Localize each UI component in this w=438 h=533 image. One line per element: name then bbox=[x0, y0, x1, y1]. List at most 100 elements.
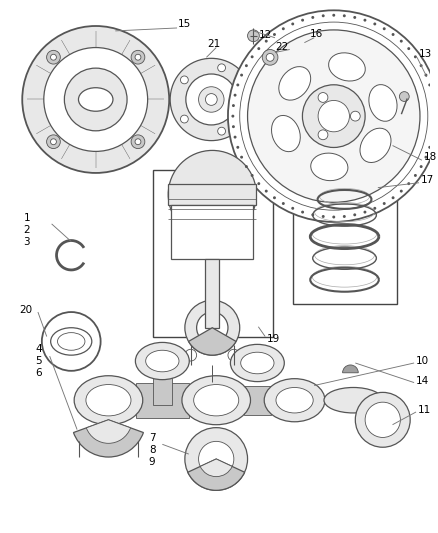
Circle shape bbox=[400, 190, 403, 192]
Text: 15: 15 bbox=[178, 19, 191, 29]
Circle shape bbox=[185, 300, 240, 355]
Circle shape bbox=[428, 84, 431, 86]
Bar bbox=[244, 385, 271, 415]
Text: 3: 3 bbox=[24, 237, 30, 247]
Circle shape bbox=[185, 349, 197, 361]
Circle shape bbox=[218, 64, 226, 72]
Circle shape bbox=[232, 104, 235, 107]
Circle shape bbox=[237, 84, 239, 86]
Circle shape bbox=[364, 19, 367, 22]
Circle shape bbox=[332, 215, 335, 219]
Wedge shape bbox=[86, 420, 131, 443]
Text: 5: 5 bbox=[35, 356, 42, 366]
Circle shape bbox=[273, 33, 276, 36]
Bar bbox=[293, 192, 397, 304]
Circle shape bbox=[232, 125, 235, 128]
Circle shape bbox=[433, 115, 436, 118]
Circle shape bbox=[257, 47, 260, 50]
Circle shape bbox=[135, 139, 141, 144]
Circle shape bbox=[265, 190, 268, 192]
Bar bbox=[152, 356, 172, 405]
Circle shape bbox=[135, 54, 141, 60]
Circle shape bbox=[392, 33, 395, 36]
Circle shape bbox=[420, 64, 423, 67]
Circle shape bbox=[208, 382, 217, 391]
Circle shape bbox=[241, 95, 248, 103]
Circle shape bbox=[233, 94, 237, 96]
Circle shape bbox=[291, 22, 294, 26]
Circle shape bbox=[373, 207, 376, 210]
Circle shape bbox=[392, 196, 395, 199]
Text: 11: 11 bbox=[418, 405, 431, 415]
Circle shape bbox=[350, 111, 360, 121]
Circle shape bbox=[414, 55, 417, 58]
Circle shape bbox=[291, 207, 294, 210]
Circle shape bbox=[400, 39, 403, 43]
Circle shape bbox=[50, 139, 57, 144]
Circle shape bbox=[407, 47, 410, 50]
Ellipse shape bbox=[324, 387, 383, 413]
Wedge shape bbox=[188, 459, 245, 490]
Circle shape bbox=[353, 213, 356, 216]
Circle shape bbox=[383, 27, 386, 30]
Circle shape bbox=[431, 135, 434, 139]
Circle shape bbox=[231, 115, 234, 118]
Text: 21: 21 bbox=[208, 38, 221, 49]
Circle shape bbox=[343, 14, 346, 17]
Circle shape bbox=[282, 27, 285, 30]
Circle shape bbox=[240, 74, 243, 77]
Circle shape bbox=[50, 54, 57, 60]
Ellipse shape bbox=[194, 384, 239, 416]
Circle shape bbox=[407, 182, 410, 185]
Ellipse shape bbox=[328, 53, 365, 81]
Circle shape bbox=[332, 14, 335, 17]
Circle shape bbox=[355, 392, 410, 447]
Circle shape bbox=[420, 165, 423, 168]
Circle shape bbox=[301, 211, 304, 214]
Text: 12: 12 bbox=[259, 30, 272, 40]
Bar bbox=[168, 184, 256, 205]
Circle shape bbox=[198, 441, 234, 477]
Circle shape bbox=[311, 16, 314, 19]
Text: 14: 14 bbox=[416, 376, 429, 386]
Text: 6: 6 bbox=[35, 368, 42, 378]
Circle shape bbox=[265, 39, 268, 43]
Ellipse shape bbox=[276, 387, 313, 413]
Circle shape bbox=[240, 22, 428, 210]
Circle shape bbox=[322, 14, 325, 17]
Circle shape bbox=[318, 130, 328, 140]
Circle shape bbox=[186, 74, 237, 125]
Circle shape bbox=[322, 215, 325, 218]
Circle shape bbox=[205, 94, 217, 106]
Circle shape bbox=[424, 74, 427, 77]
Circle shape bbox=[131, 135, 145, 149]
Circle shape bbox=[424, 156, 427, 159]
Ellipse shape bbox=[369, 85, 397, 122]
Ellipse shape bbox=[272, 116, 300, 152]
Text: 1: 1 bbox=[24, 213, 30, 223]
Circle shape bbox=[46, 135, 60, 149]
Bar bbox=[171, 205, 254, 259]
Text: 20: 20 bbox=[19, 305, 32, 315]
Circle shape bbox=[64, 68, 127, 131]
Ellipse shape bbox=[57, 333, 85, 350]
Circle shape bbox=[44, 47, 148, 151]
Ellipse shape bbox=[264, 378, 325, 422]
Text: 7: 7 bbox=[149, 433, 155, 443]
Circle shape bbox=[343, 215, 346, 218]
Circle shape bbox=[399, 92, 409, 101]
Wedge shape bbox=[343, 365, 358, 373]
Circle shape bbox=[251, 174, 254, 177]
Circle shape bbox=[383, 202, 386, 205]
Circle shape bbox=[198, 87, 224, 112]
Ellipse shape bbox=[241, 352, 274, 374]
Text: 9: 9 bbox=[149, 457, 155, 467]
Ellipse shape bbox=[182, 376, 251, 425]
Ellipse shape bbox=[146, 350, 179, 372]
Circle shape bbox=[233, 135, 237, 139]
Bar bbox=[205, 259, 219, 328]
Ellipse shape bbox=[135, 342, 189, 379]
Ellipse shape bbox=[51, 328, 92, 355]
Text: 18: 18 bbox=[424, 152, 437, 162]
Text: 22: 22 bbox=[276, 42, 289, 52]
